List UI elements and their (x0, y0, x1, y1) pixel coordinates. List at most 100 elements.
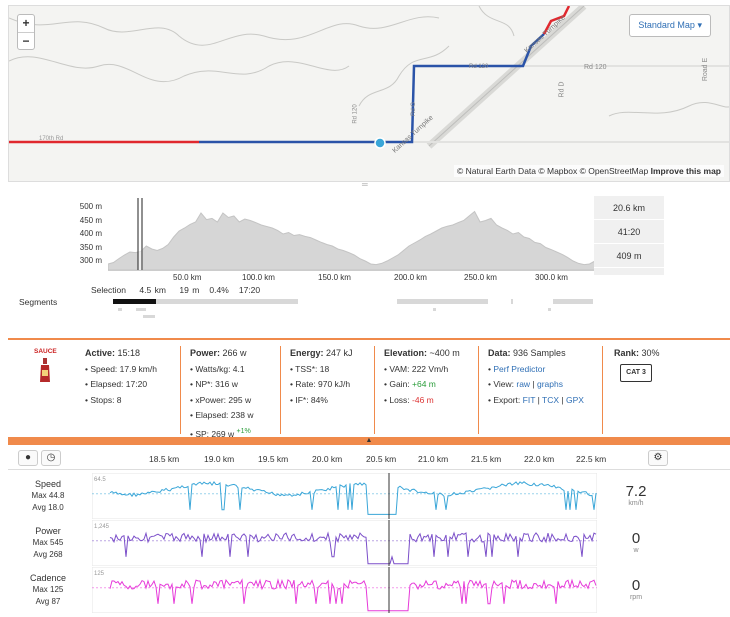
stream-chart-cadence[interactable]: 125 (92, 567, 597, 613)
gain-label: • Gain: (384, 379, 410, 389)
perf-predictor-link[interactable]: Perf Predictor (493, 363, 546, 374)
segments-track[interactable] (108, 296, 598, 321)
stream-chart-power[interactable]: 1,245 (92, 520, 597, 566)
stream-value: 0 (631, 577, 641, 594)
view-label: • View: (488, 379, 514, 389)
selection-region (138, 198, 143, 270)
elevation-chart[interactable] (108, 198, 595, 270)
rank-value: 30% (641, 348, 660, 358)
elevation-title: Elevation: (384, 348, 428, 358)
selection-label: Selection (91, 285, 126, 295)
map-resize-handle[interactable]: ═ (362, 180, 368, 189)
map-canvas[interactable] (9, 6, 730, 182)
stream-unit: w (633, 547, 639, 554)
export-label: • Export: (488, 394, 521, 405)
improve-map-link[interactable]: Improve this map (650, 166, 721, 176)
stream-label-power: Power Max 545 Avg 268 (8, 525, 88, 561)
export-tcx-link[interactable]: TCX (542, 394, 560, 405)
y-tick: 450 m (79, 215, 102, 225)
stream-name: Speed (34, 479, 62, 489)
x-tick: 250.0 km (464, 273, 497, 282)
x-tick: 200.0 km (394, 273, 427, 282)
stream-value: 0 (631, 530, 641, 547)
segment-bar (553, 299, 593, 304)
selection-time-label: 17:20 (238, 285, 261, 295)
zoom-in-button[interactable]: + (22, 16, 30, 30)
energy-title: Energy: (290, 348, 324, 358)
elevation-y-axis: 500 m 450 m 400 m 350 m 300 m (74, 200, 102, 268)
segment-bar (113, 299, 156, 304)
timeline-tick: 22.5 km (576, 454, 607, 464)
power-xpower: • xPower: 295 w (190, 394, 252, 405)
selection-grade: 0.4% (209, 285, 229, 295)
view-graphs-link[interactable]: graphs (537, 379, 563, 389)
stream-ymax: 125 (94, 571, 105, 577)
energy-tss: • TSS*: 18 (290, 363, 330, 374)
timeline-tick: 20.0 km (312, 454, 343, 464)
stream-max: Max 44.8 (31, 491, 65, 500)
stream-ymax: 64.5 (94, 477, 106, 483)
timeline-collapse-bar[interactable]: ▲ (8, 437, 730, 445)
loss-label: • Loss: (384, 394, 410, 405)
sauce-logo: SAUCE (34, 348, 57, 355)
road-label: Road E (702, 57, 710, 82)
power-column: Power: 266 w • Watts/kg: 4.1 • NP*: 316 … (190, 346, 253, 442)
x-tick: 300.0 km (535, 273, 568, 282)
stream-max: Max 545 (32, 538, 64, 547)
stream-value: 7.2 (625, 483, 647, 500)
data-title: Data: (488, 348, 511, 358)
power-elapsed: • Elapsed: 238 w (190, 410, 254, 420)
selection-summary: Selection 4.5 km 19 m 0.4% 17:20 (91, 285, 260, 295)
route-map[interactable]: 170th Rd Rd 120 Rd 120 Rd D Road E Kansa… (8, 5, 730, 182)
view-raw-link[interactable]: raw (516, 379, 531, 389)
active-value: 15:18 (117, 348, 141, 358)
road-label: Rd G (411, 101, 418, 117)
gain-value: +64 m (412, 379, 436, 389)
timeline-tick: 22.0 km (524, 454, 555, 464)
settings-gear-icon[interactable]: ⚙ (648, 450, 668, 466)
elevation-stats: 20.6 km 41:20 409 m (594, 196, 664, 276)
stream-name: Power (35, 526, 61, 536)
segments-label: Segments (19, 297, 58, 307)
map-style-dropdown[interactable]: Standard Map ▾ (629, 14, 711, 37)
position-marker (374, 137, 386, 149)
y-tick: 350 m (79, 242, 102, 252)
segment-bar (397, 299, 488, 304)
timeline-tick: 21.5 km (471, 454, 502, 464)
stream-chart-speed[interactable]: 64.5 (92, 473, 597, 519)
power-sp: • SP: 269 w (190, 428, 235, 439)
stats-panel: SAUCE Active: 15:18 • Speed: 17.9 km/h •… (8, 340, 730, 438)
export-gpx-link[interactable]: GPX (565, 394, 584, 405)
y-tick: 300 m (79, 256, 102, 265)
x-tick: 50.0 km (173, 273, 202, 282)
timeline-toolbar: ● ◷ 18.5 km 19.0 km 19.5 km 20.0 km 20.5… (8, 446, 730, 470)
timeline-tick: 18.5 km (149, 454, 180, 464)
elevation-value: ~400 m (429, 348, 460, 358)
timeline-tick: 20.5 km (366, 454, 397, 464)
stream-label-cadence: Cadence Max 125 Avg 87 (8, 572, 88, 608)
attribution-text: © Natural Earth Data © Mapbox © OpenStre… (456, 166, 649, 176)
data-value: 936 Samples (513, 348, 566, 358)
clock-icon[interactable]: ◷ (41, 450, 61, 466)
stream-line (109, 578, 597, 612)
stream-max: Max 125 (32, 585, 64, 594)
stream-current-speed: 7.2 km/h (597, 483, 675, 507)
export-fit-link[interactable]: FIT (522, 394, 536, 405)
selection-distance: 20.6 km (594, 196, 664, 220)
selection-time: 41:20 (594, 220, 664, 244)
stream-unit: rpm (629, 594, 643, 601)
segment-bar (511, 299, 513, 304)
elevation-column: Elevation: ~400 m • VAM: 222 Vm/h • Gain… (384, 346, 460, 408)
power-title: Power: (190, 348, 221, 358)
zoom-out-button[interactable]: − (18, 32, 34, 49)
energy-value: 247 kJ (326, 348, 353, 358)
road-label: 170th Rd (39, 136, 64, 142)
zoom-control: + − (17, 14, 35, 50)
elevation-vam: • VAM: 222 Vm/h (384, 363, 449, 374)
cat-badge-text: CAT 3 (626, 369, 646, 376)
stream-avg: Avg 18.0 (32, 503, 64, 512)
map-pin-icon[interactable]: ● (18, 450, 38, 466)
timeline-tick: 21.0 km (418, 454, 449, 464)
road-label: Rd 120 (469, 64, 489, 70)
